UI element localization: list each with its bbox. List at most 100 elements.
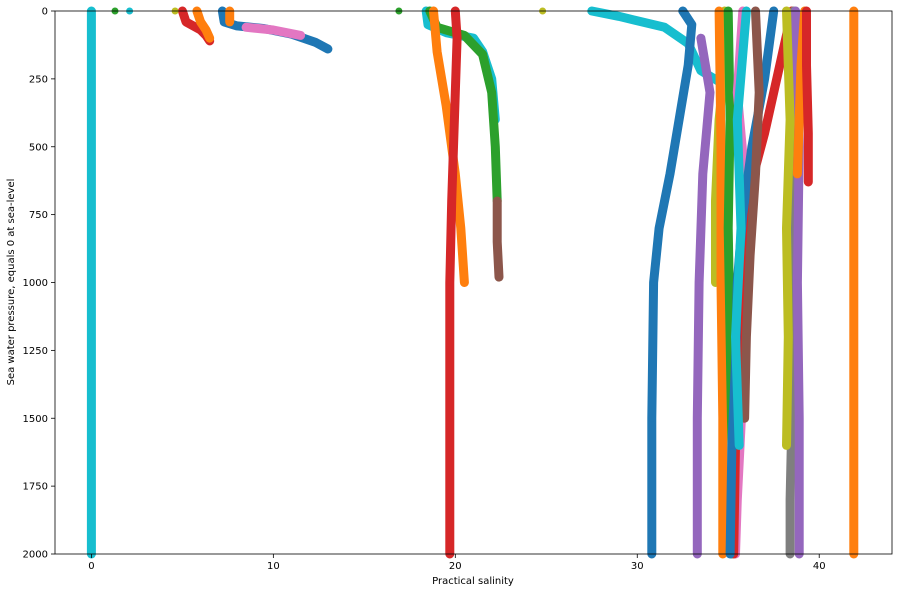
data-point [311, 38, 319, 46]
y-axis-label: Sea water pressure, equals 0 at sea-leve… [6, 179, 17, 386]
data-point [493, 197, 501, 205]
data-point [87, 523, 95, 531]
series-line [740, 6, 764, 423]
data-point [453, 34, 461, 42]
data-point [684, 61, 692, 69]
data-point [226, 18, 234, 26]
data-point [666, 170, 674, 178]
data-point [189, 22, 197, 30]
series-27 [849, 6, 859, 559]
data-point [784, 333, 792, 341]
y-tick-label: 1250 [23, 346, 48, 357]
data-point [850, 441, 858, 449]
data-point [197, 18, 205, 26]
data-point [269, 26, 277, 34]
data-point [850, 116, 858, 124]
y-tick-label: 1500 [23, 414, 48, 425]
series-line [192, 6, 215, 43]
data-point [457, 224, 465, 232]
data-point [451, 89, 459, 96]
data-point [491, 143, 499, 151]
data-point [297, 31, 305, 39]
data-point [615, 12, 623, 20]
data-point [746, 251, 754, 259]
data-marks [86, 6, 859, 559]
data-point [650, 279, 658, 286]
data-point [479, 50, 487, 58]
series-21 [731, 6, 751, 450]
x-tick-label: 10 [267, 561, 280, 572]
series-12 [647, 6, 697, 559]
data-point [460, 279, 468, 286]
series-8 [492, 196, 504, 282]
y-tick-label: 750 [29, 210, 48, 221]
data-point [87, 387, 95, 395]
data-point [786, 116, 794, 124]
data-point [793, 279, 801, 286]
data-point [804, 178, 812, 186]
y-tick-label: 500 [29, 142, 48, 153]
data-point [324, 45, 332, 53]
data-point [795, 414, 803, 422]
data-point [87, 279, 95, 286]
data-point [726, 116, 734, 124]
data-point [706, 89, 714, 96]
data-point [242, 23, 250, 31]
series-line [802, 6, 813, 187]
data-point [182, 18, 190, 26]
data-point [433, 48, 441, 56]
y-tick-label: 1750 [23, 482, 48, 493]
data-point [87, 211, 95, 219]
data-point [87, 469, 95, 477]
series-26 [802, 6, 813, 187]
data-point [493, 238, 501, 246]
data-point [724, 224, 732, 232]
series-line [647, 6, 697, 559]
data-point [742, 333, 750, 341]
data-point [688, 21, 696, 29]
data-point [850, 333, 858, 341]
data-point [87, 496, 95, 504]
data-point [752, 170, 759, 178]
series-10 [445, 6, 462, 559]
data-point [87, 414, 95, 422]
data-point [202, 26, 210, 34]
data-point [87, 441, 95, 449]
data-point [424, 21, 432, 29]
series-line [445, 6, 462, 559]
data-point [693, 414, 701, 422]
data-point [233, 22, 241, 30]
x-tick-label: 0 [88, 561, 94, 572]
data-point [733, 116, 741, 124]
data-point [804, 129, 812, 137]
data-point [735, 441, 743, 449]
data-point [770, 89, 778, 96]
data-point [206, 34, 214, 42]
y-tick-label: 2000 [23, 550, 48, 561]
data-point [850, 224, 858, 232]
data-point [728, 441, 736, 449]
x-tick-label: 30 [631, 561, 644, 572]
data-point [803, 61, 810, 69]
data-point [442, 102, 450, 110]
data-point [783, 441, 790, 449]
data-point [87, 360, 95, 368]
data-point [661, 23, 669, 31]
data-point [446, 279, 454, 286]
data-point [448, 197, 456, 205]
data-point [719, 414, 727, 422]
series-5 [241, 22, 306, 40]
data-point [761, 129, 769, 137]
x-tick-label: 20 [449, 561, 462, 572]
x-axis-ticks: 0 10 20 30 40 [88, 554, 826, 572]
data-point [786, 496, 794, 504]
data-point [87, 333, 95, 341]
data-point [87, 273, 95, 281]
data-point [488, 89, 496, 96]
data-point [755, 89, 763, 96]
data-point [87, 306, 95, 314]
x-axis-label: Practical salinity [432, 576, 514, 587]
y-axis-ticks: 0 250 500 750 1000 1250 1500 1750 2000 [23, 7, 55, 561]
data-point [695, 279, 703, 286]
